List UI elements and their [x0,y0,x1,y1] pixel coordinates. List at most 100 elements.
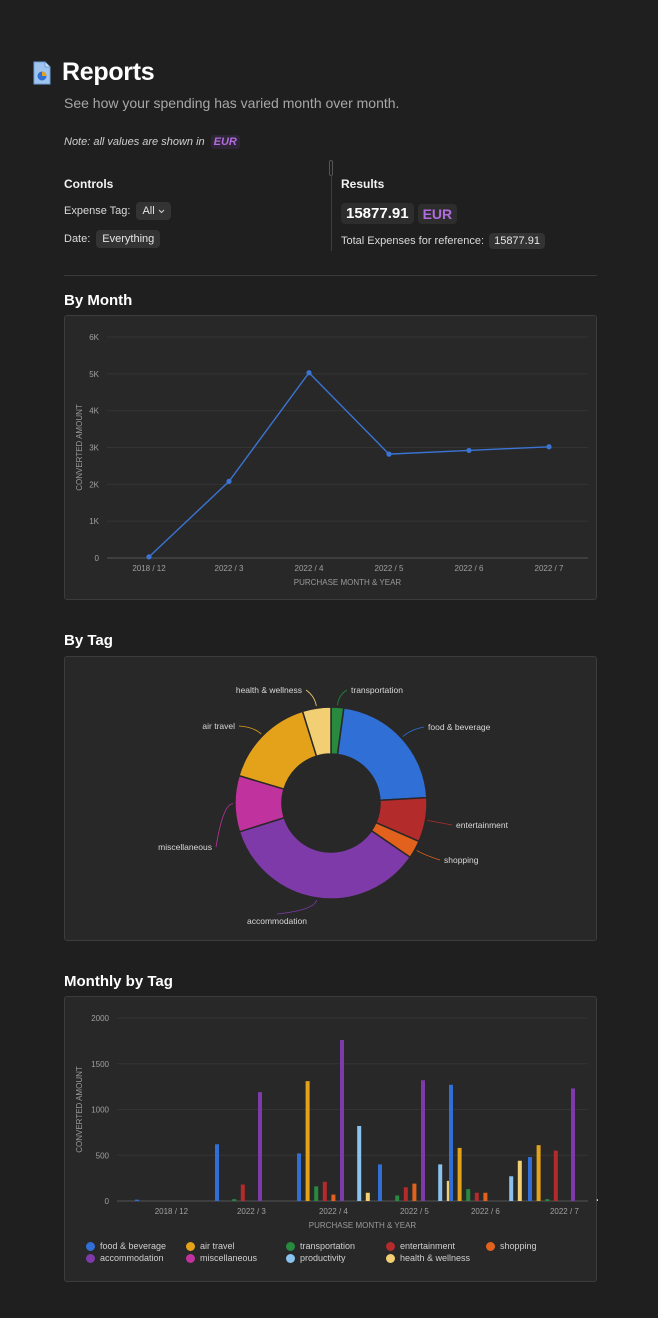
bar [305,1081,310,1201]
bar [258,1092,262,1201]
bar [135,1199,139,1201]
slice-leader-line [427,819,453,826]
legend-swatch [486,1241,495,1251]
slice-label: food & beverage [428,722,491,732]
bar [517,1160,522,1201]
x-tick-label: 2022 / 6 [455,564,484,573]
bar [340,1039,344,1201]
monthly-by-tag-heading: Monthly by Tag [64,973,173,990]
note-currency-chip: EUR [210,135,240,149]
y-tick-label: 0 [105,1197,110,1206]
slice-leader-line [337,689,348,706]
section-divider [64,275,597,276]
bar [232,1199,237,1201]
results-total-row: 15877.91 EUR [341,203,458,224]
slice-label: health & wellness [236,685,302,695]
x-tick-label: 2022 / 3 [237,1207,266,1216]
legend-item[interactable]: air travel [186,1241,286,1251]
legend-item[interactable]: productivity [286,1253,386,1263]
slice-leader-line [402,726,425,737]
page-subtitle: See how your spending has varied month o… [64,95,400,111]
results-total-value: 15877.91 [341,203,414,224]
bar [322,1181,327,1201]
bar [457,1147,462,1201]
legend-label: entertainment [400,1241,456,1251]
data-point [226,478,232,484]
slice-leader-line [416,850,441,861]
by-tag-card: transportation food & beverage entertainme… [64,656,597,941]
header: Reports [32,58,155,87]
legend-swatch [186,1253,195,1263]
series-line [148,371,550,558]
date-select[interactable]: Everything [96,230,161,248]
slice-label: transportation [351,685,403,695]
legend-swatch [86,1253,95,1263]
x-axis-title: PURCHASE MONTH & YEAR [309,1221,417,1230]
bar [509,1176,514,1201]
bar [395,1195,400,1201]
date-label: Date: [64,233,91,245]
date-control: Date: Everything [64,230,161,248]
bar [483,1192,488,1201]
column-resize-handle[interactable] [329,160,333,176]
x-tick-label: 2022 / 3 [215,564,244,573]
legend-label: miscellaneous [200,1253,258,1263]
results-reference-row: Total Expenses for reference: 15877.91 [341,233,545,249]
x-tick-label: 2022 / 7 [550,1207,579,1216]
donut-slice [301,706,332,758]
x-axis-title: PURCHASE MONTH & YEAR [294,578,402,587]
legend-swatch [86,1241,95,1251]
expense-tag-value: All [142,205,155,217]
data-point [306,370,312,376]
by-month-heading: By Month [64,292,133,309]
data-point [466,447,472,454]
bar [365,1192,370,1201]
note-text: Note: all values are shown in [64,136,205,148]
bar [446,1180,451,1201]
currency-note: Note: all values are shown in EUR [64,135,240,149]
monthly-by-tag-legend: food & beverage air travel transportation e… [86,1241,566,1263]
legend-swatch [186,1241,195,1251]
bar [466,1189,471,1201]
bar [545,1199,550,1201]
bar [421,1080,425,1201]
slice-leader-line [215,803,234,848]
legend-item[interactable]: shopping [486,1241,586,1251]
legend-item[interactable]: transportation [286,1241,386,1251]
legend-label: air travel [200,1241,235,1251]
legend-item[interactable]: health & wellness [386,1253,486,1263]
x-tick-label: 2022 / 4 [295,564,324,573]
bar [314,1186,319,1201]
bar [403,1187,408,1201]
expense-tag-label: Expense Tag: [64,205,131,217]
slice-label: entertainment [456,820,509,830]
bar [596,1199,601,1201]
bar [297,1153,301,1201]
legend-label: productivity [300,1253,346,1263]
legend-item[interactable]: entertainment [386,1241,486,1251]
by-tag-donut-chart: transportation food & beverage entertainme… [158,685,509,926]
legend-label: transportation [300,1241,356,1251]
bar [553,1150,558,1201]
chevron-down-icon [158,209,165,213]
legend-item[interactable]: miscellaneous [186,1253,286,1263]
y-tick-label: 1K [89,517,99,526]
legend-label: shopping [500,1241,537,1251]
x-tick-label: 2022 / 4 [319,1207,348,1216]
y-tick-label: 2000 [91,1014,109,1023]
expense-tag-select[interactable]: All [136,202,171,220]
x-tick-label: 2018 / 12 [155,1207,189,1216]
data-point [146,554,152,560]
x-tick-label: 2022 / 5 [375,564,404,573]
reference-label: Total Expenses for reference: [341,235,485,247]
slice-label: shopping [444,855,479,865]
y-tick-label: 2K [89,480,99,489]
donut-slice [238,710,318,790]
legend-item[interactable]: accommodation [86,1253,186,1263]
legend-label: food & beverage [100,1241,167,1251]
data-point [546,444,552,450]
x-tick-label: 2018 / 12 [132,564,166,573]
legend-item[interactable]: food & beverage [86,1241,186,1251]
y-tick-label: 1500 [91,1060,109,1069]
results-currency: EUR [417,203,458,224]
